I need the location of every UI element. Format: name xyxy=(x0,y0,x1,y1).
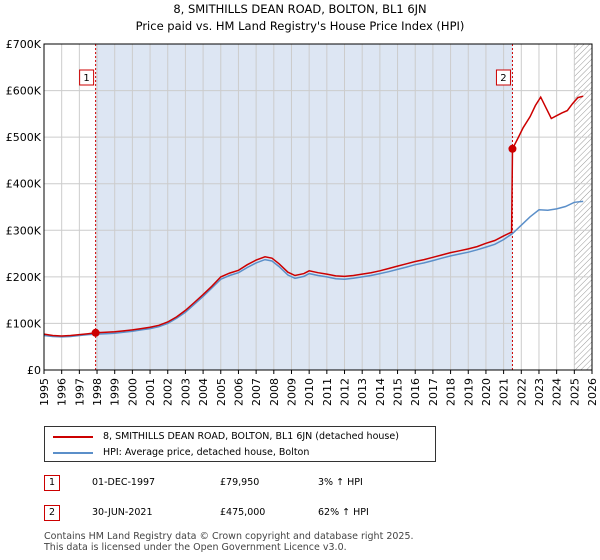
sale-label-box xyxy=(79,69,95,86)
sale-period-shading xyxy=(95,44,513,370)
transaction-hpi-change: 3% ↑ HPI xyxy=(318,477,363,488)
legend-item-property: 8, SMITHILLS DEAN ROAD, BOLTON, BL1 6JN … xyxy=(53,430,399,444)
transaction-price: £475,000 xyxy=(220,507,266,518)
transaction-badge: 1 xyxy=(44,475,60,491)
future-period-hatch xyxy=(574,44,592,370)
hpi-series-line xyxy=(43,200,584,338)
x-tick-label: 2020 xyxy=(480,378,493,406)
x-tick-label: 2021 xyxy=(498,378,511,406)
plot-frame xyxy=(43,43,593,371)
x-tick-label: 2013 xyxy=(356,378,369,406)
chart-title: 8, SMITHILLS DEAN ROAD, BOLTON, BL1 6JN xyxy=(173,2,427,16)
transaction-date: 01-DEC-1997 xyxy=(92,477,156,488)
x-tick-label: 2026 xyxy=(586,378,599,406)
x-tick-label: 2007 xyxy=(250,378,263,406)
sale-point xyxy=(508,144,517,153)
x-tick-label: 2025 xyxy=(568,378,581,406)
x-tick-label: 2011 xyxy=(321,378,334,406)
transaction-row: 2 30-JUN-2021 £475,000 62% ↑ HPI xyxy=(44,505,564,523)
x-tick-label: 2001 xyxy=(144,378,157,406)
x-tick-label: 2018 xyxy=(445,378,458,406)
transaction-hpi-change: 62% ↑ HPI xyxy=(318,507,369,518)
sale-label-number: 2 xyxy=(500,73,506,84)
footer-line-2: This data is licensed under the Open Gov… xyxy=(44,542,347,553)
y-tick-label: £300K xyxy=(6,224,42,237)
x-tick-label: 2023 xyxy=(533,378,546,406)
x-tick-label: 2014 xyxy=(374,378,387,406)
y-tick-label: £100K xyxy=(6,317,42,330)
x-tick-label: 1998 xyxy=(91,378,104,406)
chart-subtitle: Price paid vs. HM Land Registry's House … xyxy=(135,19,465,33)
y-tick-label: £0 xyxy=(27,364,41,377)
x-tick-label: 2000 xyxy=(126,378,139,406)
legend-label-hpi: HPI: Average price, detached house, Bolt… xyxy=(103,447,310,458)
x-tick-label: 1997 xyxy=(73,378,86,406)
transaction-badge: 2 xyxy=(44,505,60,521)
x-tick-label: 2019 xyxy=(462,378,475,406)
x-tick-label: 2002 xyxy=(162,378,175,406)
x-tick-label: 2006 xyxy=(232,378,245,406)
transaction-price: £79,950 xyxy=(220,477,260,488)
legend-swatch-property xyxy=(53,435,93,438)
x-tick-label: 2022 xyxy=(515,378,528,406)
property-series-line xyxy=(43,95,584,337)
legend-item-hpi: HPI: Average price, detached house, Bolt… xyxy=(53,446,309,460)
sale-point xyxy=(91,328,100,337)
sale-label-number: 1 xyxy=(83,73,89,84)
transaction-date: 30-JUN-2021 xyxy=(92,507,153,518)
y-tick-label: £700K xyxy=(6,38,42,51)
y-tick-label: £400K xyxy=(6,178,42,191)
y-tick-label: £200K xyxy=(6,271,42,284)
sale-label-box xyxy=(495,69,511,86)
chart-legend: 8, SMITHILLS DEAN ROAD, BOLTON, BL1 6JN … xyxy=(44,426,436,462)
y-tick-label: £600K xyxy=(6,85,42,98)
x-tick-label: 2024 xyxy=(551,378,564,406)
transaction-row: 1 01-DEC-1997 £79,950 3% ↑ HPI xyxy=(44,475,564,493)
price-chart: 1 2 £0 £100K £200K £300K £400K £500K £600K £700K… xyxy=(6,38,599,406)
x-tick-label: 2004 xyxy=(197,378,210,406)
footer-attribution: Contains HM Land Registry data © Crown c… xyxy=(44,531,414,553)
y-tick-label: £500K xyxy=(6,131,42,144)
x-tick-label: 2010 xyxy=(303,378,316,406)
x-tick-label: 1999 xyxy=(109,378,122,406)
x-tick-label: 2012 xyxy=(339,378,352,406)
x-tick-label: 2005 xyxy=(215,378,228,406)
legend-label-property: 8, SMITHILLS DEAN ROAD, BOLTON, BL1 6JN … xyxy=(103,431,399,442)
x-tick-label: 2009 xyxy=(285,378,298,406)
x-tick-label: 2015 xyxy=(392,378,405,406)
x-tick-label: 2016 xyxy=(409,378,422,406)
x-tick-label: 1996 xyxy=(56,378,69,406)
footer-line-1: Contains HM Land Registry data © Crown c… xyxy=(44,531,414,542)
x-tick-label: 1995 xyxy=(38,378,51,406)
x-tick-label: 2003 xyxy=(179,378,192,406)
legend-swatch-hpi xyxy=(53,451,93,454)
x-tick-label: 2017 xyxy=(427,378,440,406)
x-tick-label: 2008 xyxy=(268,378,281,406)
